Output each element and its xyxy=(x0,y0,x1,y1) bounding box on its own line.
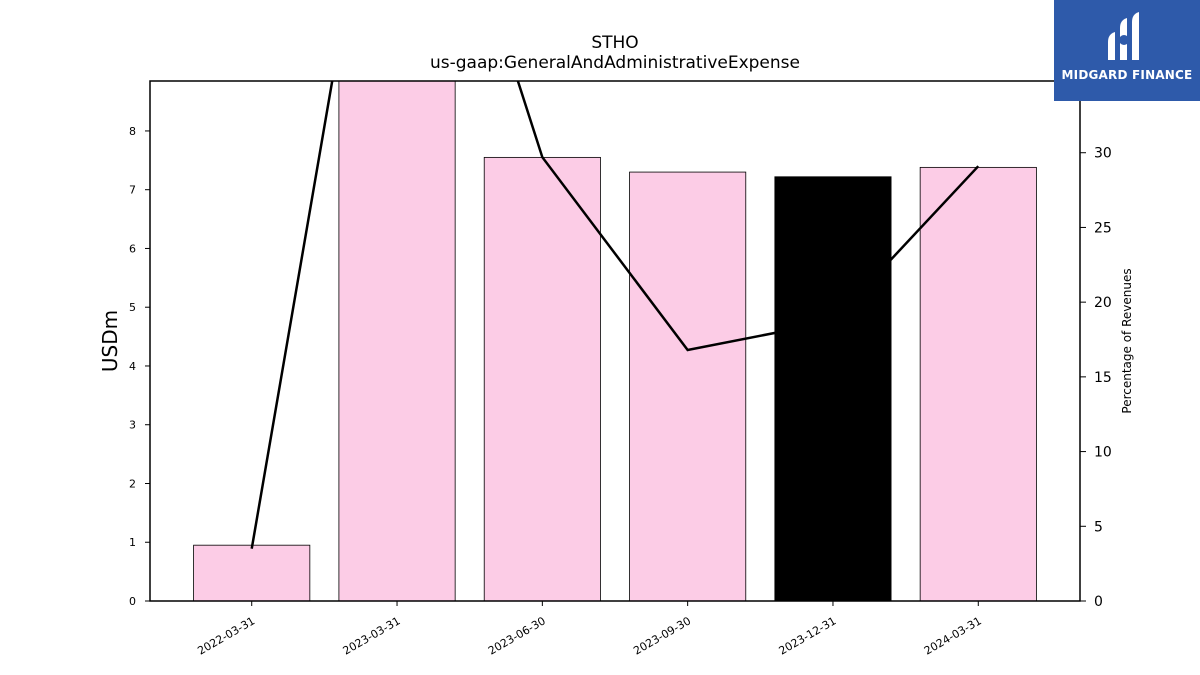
bar-2023-06-30 xyxy=(483,156,601,602)
y-tick-label: 1 xyxy=(129,536,136,549)
y2-tick-label: 10 xyxy=(1094,445,1112,461)
y-tick-label: 7 xyxy=(129,184,136,197)
chart-subtitle: us-gaap:GeneralAndAdministrativeExpense xyxy=(430,53,800,73)
y2-tick-label: 15 xyxy=(1094,370,1112,386)
y2-tick-label: 20 xyxy=(1094,295,1112,311)
bars-group xyxy=(193,80,1037,602)
plot-frame xyxy=(149,80,1081,602)
y-tick-label: 2 xyxy=(129,477,136,490)
y2-tick-label: 0 xyxy=(1094,594,1103,610)
x-tick-label: 2022-03-31 xyxy=(195,614,257,657)
y-tick-label: 6 xyxy=(129,242,136,255)
percentage-line xyxy=(250,81,980,549)
x-tick-label: 2023-12-31 xyxy=(777,614,839,657)
bar-2022-03-31 xyxy=(193,544,311,602)
y-tick-label: 3 xyxy=(129,419,136,432)
bar-2023-12-31 xyxy=(774,176,892,602)
y-axis-left: 0 1 2 3 4 5 6 7 8 xyxy=(129,125,150,608)
midgard-logo-icon xyxy=(1108,12,1139,60)
y-tick-label: 4 xyxy=(129,360,136,373)
y2-tick-label: 5 xyxy=(1094,519,1103,535)
x-axis: 2022-03-31 2023-03-31 2023-06-30 2023-09-30… xyxy=(195,601,984,658)
y-tick-label: 8 xyxy=(129,125,136,138)
x-tick-label: 2023-09-30 xyxy=(631,614,693,657)
chart-title: STHO xyxy=(591,33,638,53)
y-tick-label: 0 xyxy=(129,595,136,608)
y2-tick-label: 25 xyxy=(1094,220,1112,236)
bar-2023-09-30 xyxy=(629,171,747,602)
x-tick-label: 2024-03-31 xyxy=(922,614,984,657)
logo-text: MIDGARD FINANCE xyxy=(1061,68,1193,82)
line-group xyxy=(250,81,980,549)
y2-tick-label: 30 xyxy=(1094,146,1112,162)
y2-axis-label: Percentage of Revenues xyxy=(1120,268,1134,413)
y-tick-label: 5 xyxy=(129,301,136,314)
y-axis-right: 0 5 10 15 20 25 30 xyxy=(1080,146,1112,610)
brand-logo: MIDGARD FINANCE xyxy=(1054,0,1200,101)
bar-2023-03-31 xyxy=(338,80,456,602)
bar-2024-03-31 xyxy=(919,166,1037,602)
x-tick-label: 2023-06-30 xyxy=(486,614,548,657)
y-axis-label: USDm xyxy=(98,310,122,372)
x-tick-label: 2023-03-31 xyxy=(341,614,403,657)
